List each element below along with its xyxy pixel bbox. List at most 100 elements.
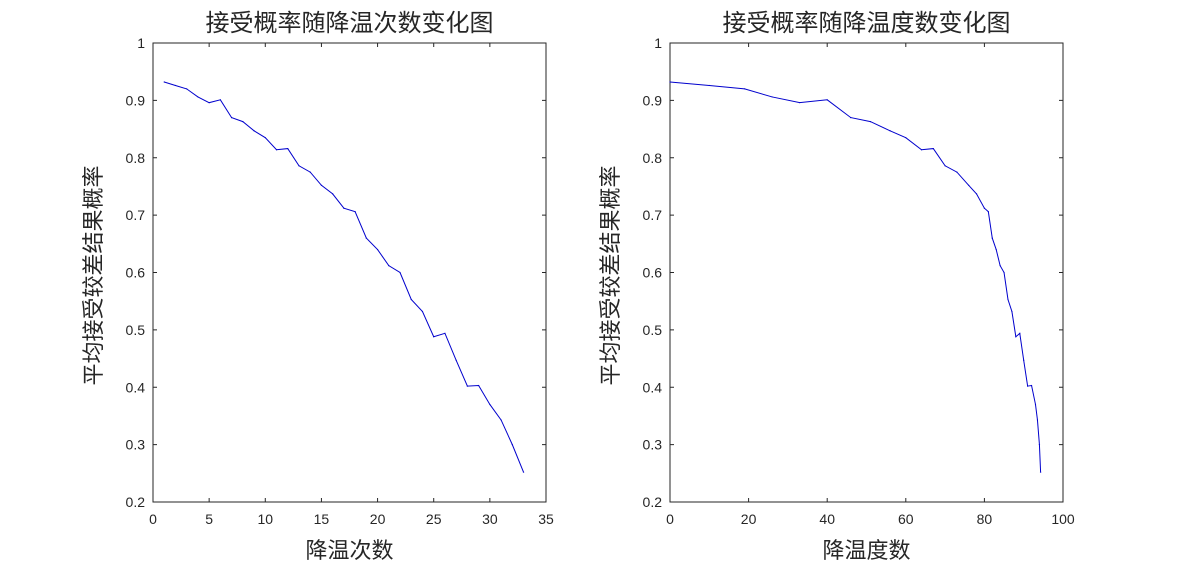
data-point <box>1034 403 1037 406</box>
data-point <box>944 165 946 167</box>
data-point <box>388 265 390 267</box>
data-point <box>983 207 986 209</box>
data-point <box>343 207 345 209</box>
data-point <box>174 84 177 87</box>
data-point <box>1015 336 1017 338</box>
x-tick-label: 25 <box>426 511 442 527</box>
chart-title: 接受概率随降温次数变化图 <box>206 9 494 37</box>
y-tick-label: 0.2 <box>126 494 146 510</box>
y-axis-label: 平均接受较差结果概率 <box>599 165 624 385</box>
data-point <box>744 88 746 90</box>
data-point <box>991 237 993 239</box>
data-point <box>421 310 424 313</box>
y-tick-label: 0.8 <box>126 150 146 166</box>
x-axis-label: 降温度数 <box>822 539 910 564</box>
x-tick-label: 40 <box>819 511 835 527</box>
data-point <box>799 102 801 104</box>
data-point <box>298 165 300 167</box>
data-point <box>500 419 502 421</box>
data-point <box>332 193 334 195</box>
y-tick-label: 0.4 <box>126 379 146 395</box>
y-tick-label: 0.6 <box>643 265 663 281</box>
data-point <box>275 149 278 151</box>
data-point <box>399 271 401 274</box>
data-point <box>466 385 468 387</box>
data-point <box>999 265 1001 267</box>
data-point <box>511 444 513 446</box>
y-tick-label: 0.3 <box>643 437 663 453</box>
y-tick-label: 0.9 <box>643 92 663 108</box>
y-tick-label: 0.3 <box>126 437 146 453</box>
data-point <box>869 121 872 123</box>
data-point <box>287 147 289 150</box>
data-point <box>376 248 379 251</box>
data-point <box>410 298 412 301</box>
chart-1: 0 5 10 15 20 25 30 35 0.2 0.3 0.4 0.5 0.6 0.7 0.8 0.9 1 接… <box>82 9 554 564</box>
data-point <box>889 130 891 132</box>
data-point <box>1003 271 1005 274</box>
x-tick-label: 20 <box>370 511 386 527</box>
data-point <box>708 84 710 87</box>
data-point <box>1036 419 1039 421</box>
data-point <box>264 137 266 139</box>
data-point <box>455 359 457 361</box>
y-tick-label: 0.5 <box>126 322 146 338</box>
data-point <box>365 237 367 239</box>
y-tick-label: 0.9 <box>126 92 146 108</box>
chart-title: 接受概率随降温度数变化图 <box>723 9 1011 37</box>
plot-area-frame <box>152 42 547 503</box>
data-point <box>478 384 480 387</box>
series-line-1 <box>164 81 525 473</box>
series-line-1 <box>669 81 1042 473</box>
data-point <box>208 102 210 104</box>
data-point <box>197 96 199 98</box>
x-tick-label: 20 <box>741 511 757 527</box>
y-tick-label: 0.8 <box>643 150 663 166</box>
chart-2: 0 20 40 60 80 100 0.2 0.3 0.4 0.5 0.6 0.7 0.8 0.9 1 接受概… <box>599 9 1075 564</box>
data-point <box>1007 298 1009 301</box>
data-point <box>1027 385 1029 387</box>
data-point <box>1039 471 1042 473</box>
data-point <box>1030 384 1033 387</box>
data-point <box>444 332 446 334</box>
data-point <box>1019 332 1021 334</box>
data-point <box>975 193 978 195</box>
data-point <box>231 116 233 119</box>
data-point <box>163 81 165 83</box>
data-point <box>995 248 997 251</box>
x-tick-label: 100 <box>1051 511 1075 527</box>
data-point <box>186 88 188 90</box>
data-point <box>522 471 525 473</box>
data-point <box>1011 310 1013 313</box>
y-tick-label: 0.7 <box>643 207 663 223</box>
x-tick-label: 15 <box>314 511 330 527</box>
data-point <box>253 130 255 132</box>
x-axis-label: 降温次数 <box>305 539 393 564</box>
data-point <box>309 171 311 173</box>
data-point <box>354 211 356 213</box>
y-tick-label: 0.5 <box>643 322 663 338</box>
data-point <box>1038 444 1041 446</box>
data-point <box>932 147 934 150</box>
data-point <box>1023 359 1025 361</box>
x-tick-label: 10 <box>257 511 273 527</box>
data-point <box>956 171 958 173</box>
x-tick-label: 5 <box>205 511 213 527</box>
data-point <box>242 121 244 123</box>
x-tick-label: 35 <box>538 511 554 527</box>
data-point <box>433 336 435 338</box>
data-point <box>669 81 671 83</box>
x-tick-label: 30 <box>482 511 498 527</box>
y-axis-label: 平均接受较差结果概率 <box>82 165 107 385</box>
x-tick-label: 0 <box>149 511 157 527</box>
y-tick-label: 0.2 <box>643 494 663 510</box>
y-tick-label: 0.4 <box>643 379 663 395</box>
data-point <box>771 96 773 98</box>
y-tick-label: 0.7 <box>126 207 146 223</box>
data-point <box>987 211 989 213</box>
x-tick-label: 60 <box>898 511 914 527</box>
data-point <box>219 99 221 101</box>
data-point <box>920 149 923 151</box>
x-tick-label: 0 <box>666 511 674 527</box>
y-tick-label: 0.6 <box>126 265 146 281</box>
